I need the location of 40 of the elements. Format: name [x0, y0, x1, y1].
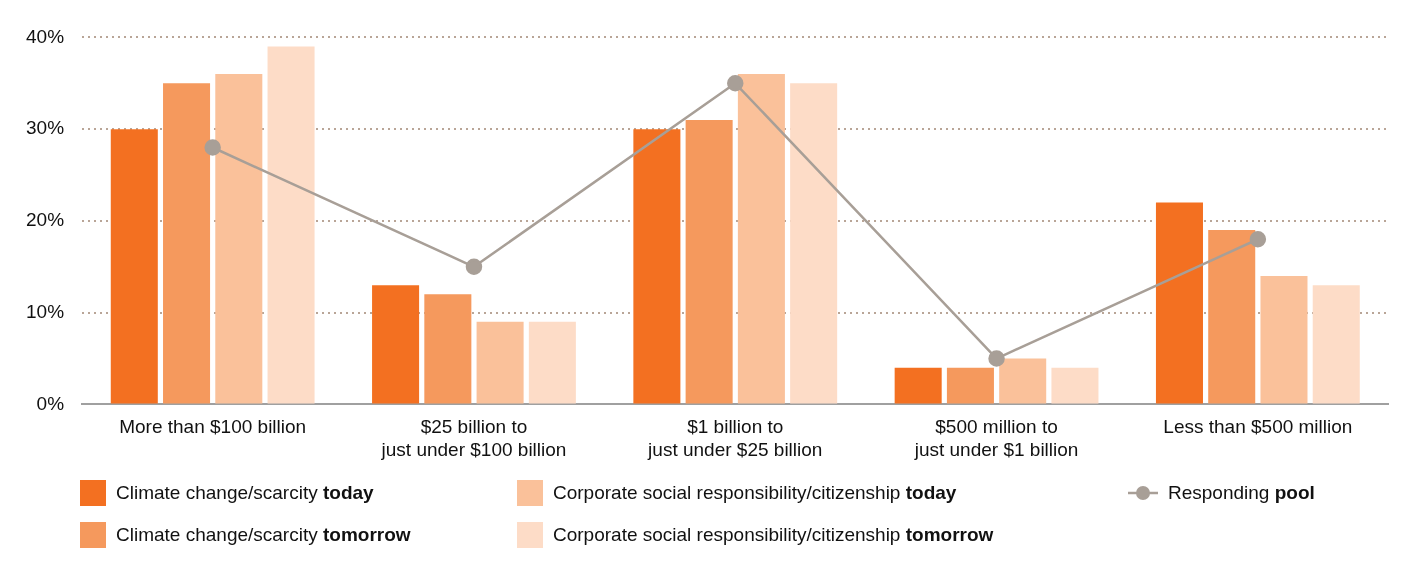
- bar: [372, 285, 420, 404]
- bar: [1051, 367, 1099, 404]
- bar: [110, 129, 158, 404]
- bar: [163, 83, 211, 404]
- y-tick-label: 0%: [36, 392, 65, 414]
- bar: [999, 358, 1047, 404]
- point: [1249, 231, 1267, 248]
- bar: [946, 367, 994, 404]
- legend-label: Corporate social responsibility/citizenship tomorrow: [553, 524, 994, 546]
- point: [727, 75, 744, 92]
- x-tick-label: More than $100 billion: [119, 416, 307, 438]
- y-tick-label: 30%: [26, 117, 65, 139]
- point: [465, 258, 483, 276]
- bar: [528, 321, 576, 404]
- bar: [737, 74, 785, 404]
- bar: [790, 83, 838, 404]
- y-tick-label: 40%: [26, 25, 65, 47]
- bar: [1155, 202, 1203, 404]
- bar: [267, 46, 315, 404]
- legend-label: Climate change/scarcity today: [116, 482, 374, 504]
- bar: [215, 74, 263, 404]
- legend-label: Corporate social responsibility/citizenship today: [553, 482, 957, 504]
- y-tick-label: 20%: [26, 209, 65, 231]
- x-tick-label: $500 million to just under $1 billion: [913, 416, 1079, 460]
- x-tick-label: Less than $500 million: [1163, 416, 1353, 438]
- point: [204, 139, 221, 156]
- bar: [685, 119, 733, 404]
- bar: [476, 321, 524, 404]
- legend-label: Responding pool: [1168, 482, 1315, 504]
- bar: [1260, 275, 1308, 404]
- x-tick-label: $1 billion to just under $25 billion: [647, 416, 823, 460]
- x-tick-label: $25 billion to just under $100 billion: [380, 416, 567, 460]
- legend-label: Climate change/scarcity tomorrow: [116, 524, 411, 546]
- bar: [424, 294, 472, 404]
- bar: [633, 129, 681, 404]
- bar: [894, 367, 942, 404]
- bar: [1312, 285, 1360, 404]
- point: [988, 350, 1005, 367]
- bar: [1208, 230, 1256, 404]
- y-tick-label: 10%: [26, 300, 65, 322]
